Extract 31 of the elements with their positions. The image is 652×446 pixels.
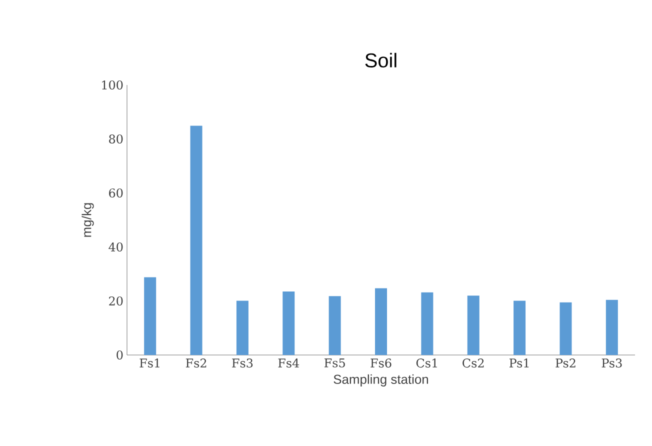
x-tick-label: Cs2	[462, 358, 484, 368]
y-tick-label: 20	[109, 296, 123, 306]
y-tick-label: 40	[108, 242, 123, 252]
bar	[144, 277, 156, 355]
bar	[421, 292, 434, 355]
y-tick-label: 60	[109, 188, 123, 198]
y-axis-title: mg/kg	[82, 203, 94, 237]
y-tick-label: 100	[102, 80, 123, 90]
x-tick-label: Fs3	[232, 358, 253, 368]
x-tick-label: Cs1	[416, 358, 437, 368]
bar	[282, 292, 295, 355]
bar	[190, 126, 202, 355]
x-tick-label: Fs2	[186, 358, 206, 368]
y-tick-label: 80	[109, 134, 123, 144]
chart-title: Soil	[365, 52, 396, 68]
y-tick-label: 0	[116, 350, 123, 360]
x-tick-label: Fs1	[140, 358, 160, 368]
bar	[560, 302, 572, 355]
bar	[467, 296, 480, 355]
x-tick-label: Fs4	[278, 358, 300, 368]
x-tick-label: Ps2	[556, 358, 576, 368]
x-tick-label: Fs6	[370, 358, 392, 368]
x-tick-label: Ps3	[602, 358, 622, 368]
x-tick-label: Fs5	[324, 358, 345, 368]
bar	[514, 300, 526, 355]
bar	[375, 288, 388, 355]
bar	[328, 296, 341, 355]
bar	[236, 300, 248, 355]
bar	[606, 300, 618, 355]
x-axis-title: Sampling station	[334, 374, 428, 386]
x-tick-label: Ps1	[509, 358, 529, 368]
